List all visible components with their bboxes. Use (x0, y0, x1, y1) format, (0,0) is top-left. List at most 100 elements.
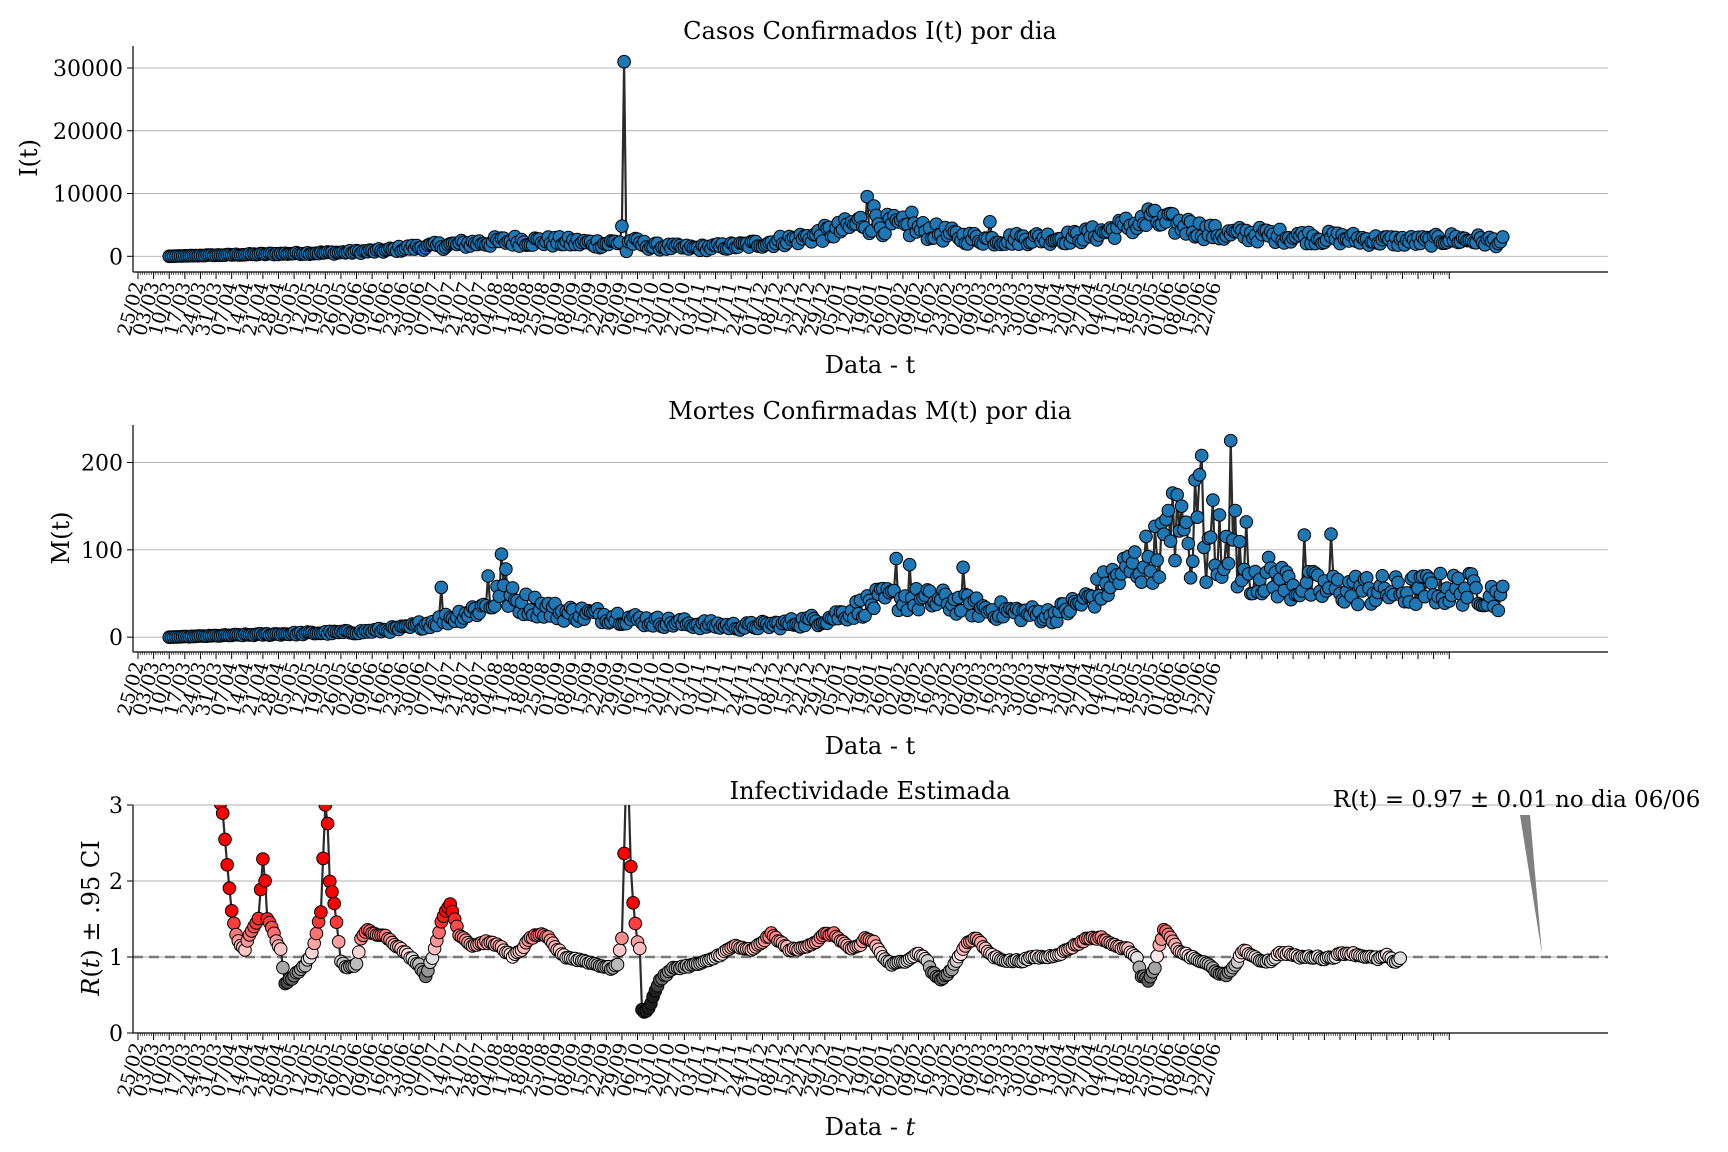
data-point (617, 54, 631, 69)
data-point (258, 874, 272, 888)
data-point (1330, 572, 1345, 587)
data-point (1192, 468, 1207, 482)
rt-panel: 25/0203/0310/0317/0324/0331/0307/0414/04… (77, 777, 1700, 1141)
data-point (626, 896, 640, 910)
data-point (983, 215, 997, 229)
data-point (1186, 554, 1200, 569)
y-tick-label: 2 (109, 870, 123, 895)
y-tick-label: 0 (109, 245, 123, 270)
data-point (1228, 503, 1242, 518)
rt-x-label: Data - t (825, 1113, 916, 1141)
cases-y-ticks: 0 10000 20000 30000 (53, 57, 133, 270)
data-point (867, 601, 881, 616)
data-point (1424, 576, 1439, 591)
data-point (1179, 515, 1193, 530)
y-tick-label: 1 (109, 946, 123, 971)
data-point (1203, 530, 1218, 545)
cases-grid (133, 67, 1608, 257)
data-point (352, 945, 366, 959)
data-point (331, 935, 346, 949)
data-point (314, 905, 328, 919)
data-point (633, 941, 647, 956)
rt-series (133, 805, 1608, 1019)
data-point (1134, 575, 1149, 590)
data-point (224, 904, 239, 918)
y-tick-label: 20000 (53, 120, 123, 145)
data-point (1351, 597, 1365, 612)
data-point (1190, 510, 1205, 525)
data-point (1433, 566, 1448, 581)
y-tick-label: 100 (81, 539, 123, 564)
data-point (494, 547, 509, 562)
data-point (1170, 488, 1184, 502)
data-point (215, 806, 230, 821)
deaths-x-ticks: 25/0203/0310/0317/0324/0331/0307/0414/04… (113, 652, 1450, 718)
data-point (320, 816, 335, 831)
data-point (256, 852, 270, 866)
data-point (902, 557, 917, 572)
data-point (325, 885, 339, 899)
data-point (878, 226, 892, 241)
data-point (227, 916, 241, 931)
y-tick-label: 200 (81, 452, 123, 477)
rt-y-ticks: 0 1 2 3 (109, 794, 133, 1047)
data-point (349, 957, 364, 971)
data-point (1128, 545, 1142, 559)
data-point (220, 858, 234, 872)
data-point (1181, 536, 1196, 551)
rt-x-ticks: 25/0203/0310/0317/0324/0331/0307/0414/04… (113, 1033, 1450, 1099)
data-point (1212, 508, 1227, 522)
data-point (276, 960, 290, 975)
data-point (889, 551, 904, 566)
data-point (499, 562, 513, 576)
cases-panel: 25/0203/0310/0317/0324/0331/0307/0414/04… (15, 17, 1608, 379)
rt-y-label: R(t) ± .95 CI (77, 840, 105, 996)
deaths-y-ticks: 0 100 200 (81, 452, 133, 651)
cases-y-label: I(t) (15, 139, 43, 177)
data-point (1460, 590, 1474, 605)
data-point (1168, 553, 1182, 568)
data-point (1139, 529, 1153, 544)
data-point (505, 581, 520, 595)
y-tick-label: 3 (109, 794, 123, 819)
rt-annotation-arrow (1520, 815, 1542, 954)
data-point (956, 560, 970, 575)
y-tick-label: 0 (109, 1022, 123, 1047)
data-point (1152, 570, 1167, 584)
data-point (1239, 515, 1254, 529)
data-point (1223, 433, 1238, 448)
cases-x-ticks: 25/0203/0310/0317/0324/0331/0307/0414/04… (113, 272, 1450, 338)
data-point (628, 916, 643, 931)
data-point (273, 942, 288, 956)
data-point (1206, 493, 1220, 507)
cases-title: Casos Confirmados I(t) por dia (683, 17, 1057, 45)
rt-plot-area (133, 805, 1608, 1019)
data-point (1232, 534, 1247, 549)
data-point (327, 896, 342, 911)
data-point (1174, 499, 1189, 514)
data-point (1409, 597, 1423, 612)
rt-title: Infectividade Estimada (730, 777, 1011, 805)
data-point (610, 957, 625, 972)
data-point (1393, 951, 1407, 966)
deaths-panel: 25/0203/0310/0317/0324/0331/0307/0414/04… (47, 397, 1608, 760)
data-point (1194, 448, 1209, 463)
cases-series (162, 54, 1510, 264)
data-point (1161, 503, 1176, 518)
data-point (1491, 603, 1506, 618)
data-point (481, 569, 495, 583)
rt-annotation: R(t) = 0.97 ± 0.01 no dia 06/06 (1333, 787, 1700, 813)
data-point (858, 608, 872, 623)
data-point (316, 851, 330, 866)
data-point (329, 915, 344, 930)
data-point (1199, 575, 1213, 590)
data-point (222, 881, 237, 896)
y-tick-label: 10000 (53, 183, 123, 208)
data-point (860, 189, 875, 204)
data-point (615, 931, 629, 946)
data-point (612, 943, 627, 958)
data-point (1163, 534, 1178, 549)
cases-x-label: Data - t (825, 351, 916, 379)
data-point (1469, 581, 1483, 595)
